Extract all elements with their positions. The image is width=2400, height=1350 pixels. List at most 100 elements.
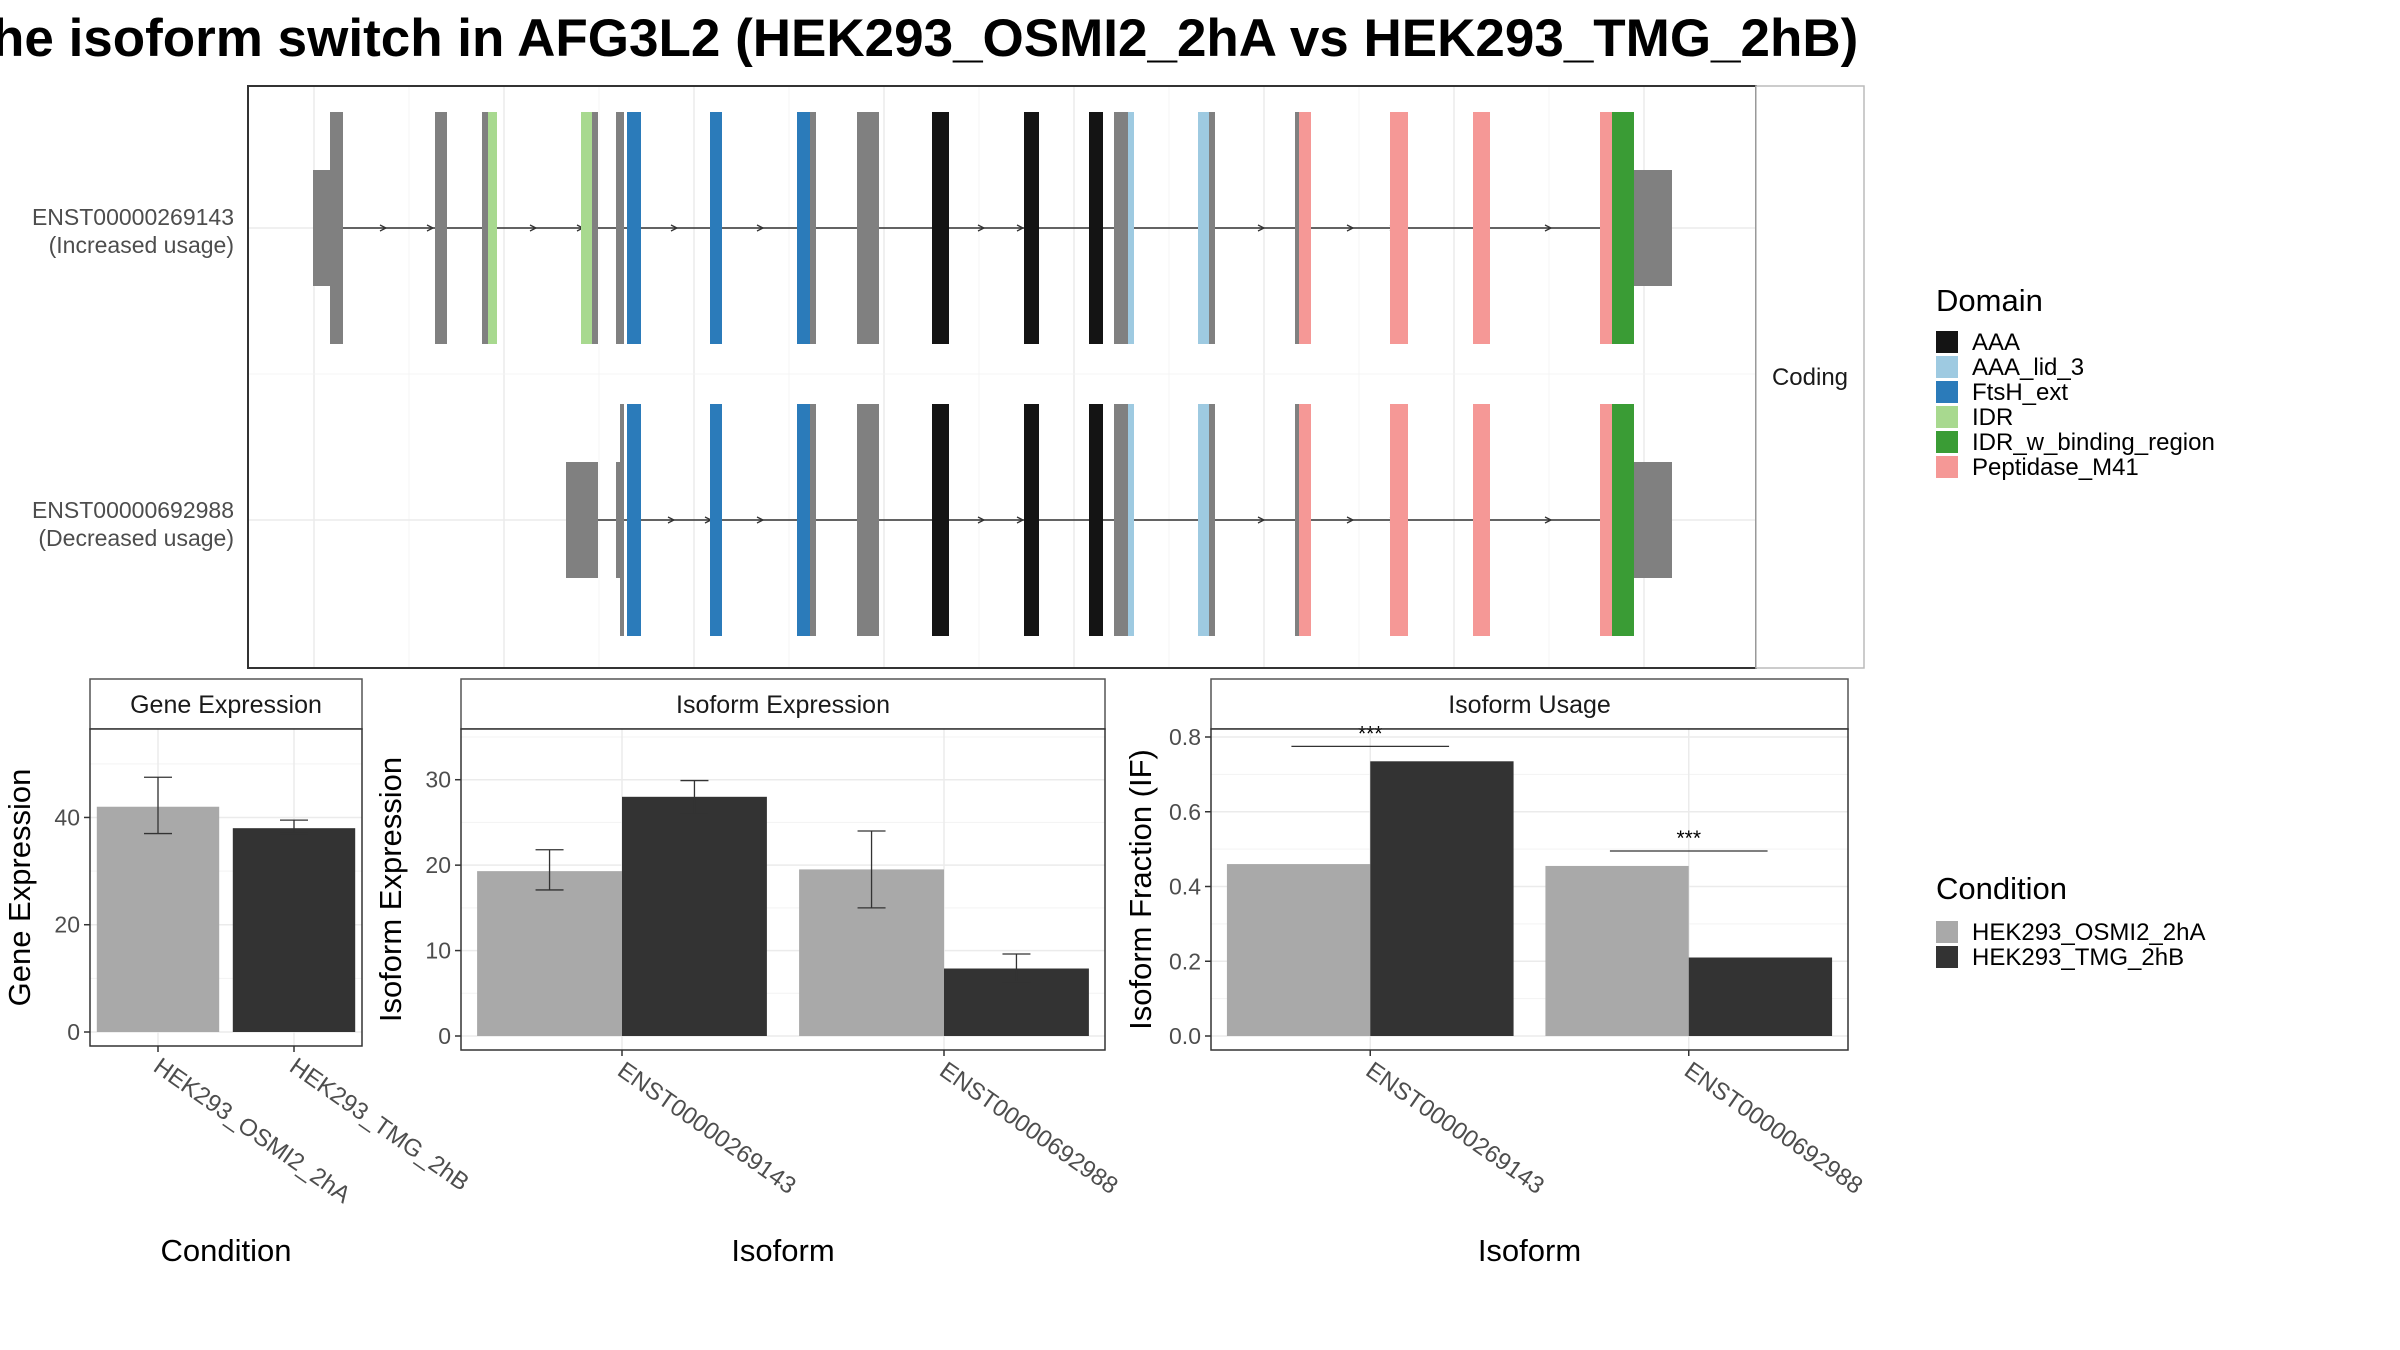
figure-title: he isoform switch in AFG3L2 (HEK293_OSMI… [0, 9, 1858, 68]
transcript-2 [566, 404, 1672, 636]
exon-segment [1390, 404, 1408, 636]
exon-segment [1114, 112, 1128, 344]
y-axis-title: Isoform Fraction (IF) [1123, 749, 1158, 1030]
exon-segment [710, 112, 722, 344]
y-tick-label: 20 [425, 852, 451, 878]
domain-legend: Domain AAA AAA_lid_3 FtsH_ext IDR IDR_w_… [1936, 283, 2215, 481]
strand-arrow [426, 224, 435, 232]
exon-segment [1128, 404, 1134, 636]
panel-border [460, 728, 1106, 1051]
exon-segment [1198, 112, 1209, 344]
significance-label: *** [1358, 722, 1383, 745]
exon-segment [797, 404, 810, 636]
y-tick-label: 0.6 [1169, 799, 1201, 825]
y-tick-label: 0.4 [1169, 874, 1201, 900]
exon-segment [1473, 112, 1490, 344]
legend-key-tmg [1936, 946, 1958, 968]
strand-arrow [977, 516, 986, 524]
strand-arrow [1257, 516, 1266, 524]
panel-strip [89, 678, 363, 730]
panel-title: Isoform Usage [1448, 691, 1611, 719]
transcript-1 [313, 112, 1672, 344]
legend-label-aaa: AAA [1972, 329, 2020, 356]
strand-arrow [1346, 516, 1355, 524]
legend-key-ftsh-ext [1936, 381, 1958, 403]
legend-label-aaa-lid-3: AAA_lid_3 [1972, 354, 2084, 381]
legend-key-aaa [1936, 331, 1958, 353]
legend-key-aaa-lid-3 [1936, 356, 1958, 378]
bar [477, 871, 622, 1036]
exon-segment [620, 112, 624, 344]
exon-segment [581, 112, 592, 344]
utr-5prime [313, 170, 330, 286]
exon-segment [932, 404, 949, 636]
exon-segment [1612, 404, 1621, 636]
exon-segment [1299, 404, 1311, 636]
isoform-usage-panel: Isoform Usage 0.0 0.2 0.4 0.6 0.8 *** *** ENST00… [1123, 678, 1868, 1268]
strand-arrow [756, 516, 765, 524]
panel-title: Gene Expression [130, 691, 322, 719]
exon-segment [810, 112, 816, 344]
strand-arrow [1257, 224, 1266, 232]
y-tick-label: 0.0 [1169, 1023, 1201, 1049]
strand-arrow [529, 224, 538, 232]
y-tick-label: 0 [67, 1019, 80, 1045]
exon-segment [1089, 112, 1103, 344]
exon-segment [1390, 112, 1408, 344]
exon-segment [1198, 404, 1209, 636]
bar [96, 806, 220, 1032]
significance-label: *** [1676, 827, 1701, 850]
utr-3prime [1634, 462, 1672, 578]
exon-segment [857, 404, 879, 636]
strand-arrow [1016, 516, 1025, 524]
isoform-expression-panel: Isoform Expression 0 10 20 30 ENST00000269143… [373, 678, 1123, 1268]
isoform-2-id: ENST00000692988 [32, 497, 234, 523]
exon-segment [1473, 404, 1490, 636]
exon-segment [620, 404, 624, 636]
x-axis-title: Isoform [1478, 1233, 1581, 1268]
bar [1226, 864, 1371, 1036]
y-tick-label: 0.2 [1169, 948, 1201, 974]
bar [1370, 761, 1514, 1036]
exon-segment [810, 404, 816, 636]
bar-chart-panels: Gene Expression02040HEK293_OSMI2_2hAHEK2… [2, 678, 1868, 1268]
legend-key-idr-w-binding-region [1936, 431, 1958, 453]
coding-strip [1755, 85, 1865, 669]
y-tick-label: 0 [438, 1023, 451, 1049]
exon-segment [932, 112, 949, 344]
y-axis-title: Gene Expression [2, 769, 37, 1007]
x-tick-label: ENST00000692988 [1679, 1057, 1867, 1200]
x-tick-label: ENST00000269143 [1361, 1057, 1549, 1200]
gene-expression-panel: Gene Expression02040HEK293_OSMI2_2hAHEK2… [2, 678, 474, 1268]
exon-segment [1612, 112, 1621, 344]
exon-segment [627, 112, 641, 344]
x-tick-label: ENST00000269143 [613, 1057, 801, 1200]
legend-key-idr [1936, 406, 1958, 428]
y-tick-label: 10 [425, 938, 451, 964]
bar [622, 796, 767, 1036]
strand-arrow [1016, 224, 1025, 232]
panel-strip [460, 678, 1106, 730]
x-tick-label: ENST00000692988 [935, 1057, 1123, 1200]
exon-segment [1209, 404, 1215, 636]
strand-arrow [1346, 224, 1355, 232]
exon-segment [488, 112, 497, 344]
exon-segment [1600, 112, 1612, 344]
isoform-1-id: ENST00000269143 [32, 204, 234, 230]
exon-segment [797, 112, 810, 344]
utr-5prime [566, 462, 598, 578]
exon-segment [330, 112, 343, 344]
exon-segment [435, 112, 447, 344]
exon-segment [1024, 404, 1039, 636]
exon-segment [1024, 112, 1039, 344]
isoform-2-note: (Decreased usage) [38, 525, 234, 551]
exon-segment [710, 404, 722, 636]
exon-segment [1295, 112, 1299, 344]
strand-arrow [667, 516, 676, 524]
bar [1545, 865, 1689, 1036]
bar [232, 828, 356, 1032]
legend-label-ftsh-ext: FtsH_ext [1972, 379, 2068, 406]
coding-strip-label: Coding [1772, 364, 1848, 391]
structure-plot-area [248, 86, 1756, 668]
y-axis-title: Isoform Expression [373, 757, 408, 1022]
